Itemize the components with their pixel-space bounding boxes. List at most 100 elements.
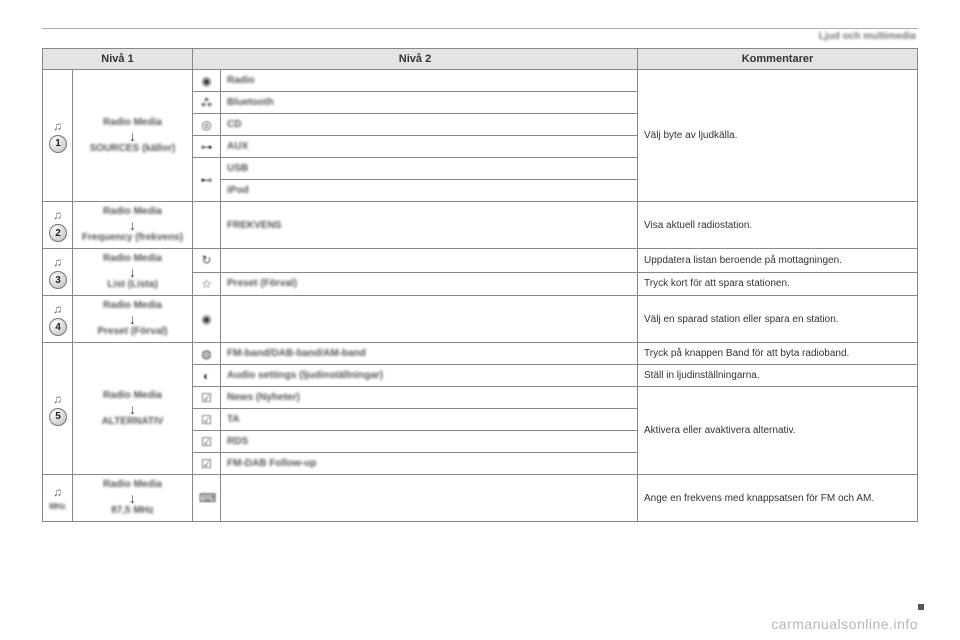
comment-cell: Ställ in ljudinställningarna.: [638, 365, 918, 387]
music-note-icon: ♫: [49, 208, 66, 222]
level2-label: Radio: [221, 70, 638, 92]
header-comments: Kommentarer: [638, 49, 918, 70]
level1-title: Radio Media: [103, 206, 162, 217]
disc-icon: ◎: [201, 118, 211, 132]
mhz-icon: MHz: [49, 502, 65, 511]
step-badge: 3: [49, 271, 67, 289]
step-badge: 2: [49, 224, 67, 242]
arrow-down-icon: ↓: [79, 313, 186, 325]
page-end-marker: [918, 604, 924, 610]
table-row: ♫ 1 Radio Media ↓ SOURCES (källor) ◉ Rad…: [43, 70, 918, 92]
comment-cell: Uppdatera listan beroende på mottagninge…: [638, 249, 918, 273]
refresh-icon: ↻: [201, 253, 211, 267]
settings-icon: ◐: [203, 369, 210, 383]
table-header-row: Nivå 1 Nivå 2 Kommentarer: [43, 49, 918, 70]
step-cell: ♫ MHz: [43, 475, 73, 522]
comment-cell: Välj en sparad station eller spara en st…: [638, 296, 918, 343]
comment-cell: Tryck på knappen Band för att byta radio…: [638, 343, 918, 365]
level1-subtitle: List (Lista): [107, 279, 158, 290]
table-row: ♫ 2 Radio Media ↓ Frequency (frekvens) F…: [43, 202, 918, 249]
level2-label: Audio settings (ljudinställningar): [227, 370, 383, 381]
level1-subtitle: ALTERNATIV: [102, 416, 164, 427]
step-badge: 1: [49, 135, 67, 153]
level1-cell: Radio Media ↓ ALTERNATIV: [73, 343, 193, 475]
checkbox-icon: ☑: [201, 391, 212, 405]
menu-table: Nivå 1 Nivå 2 Kommentarer ♫ 1 Radio Medi…: [42, 48, 918, 522]
step-cell: ♫ 1: [43, 70, 73, 202]
level1-subtitle: 87,5 MHz: [111, 505, 154, 516]
table-row: ♫ 5 Radio Media ↓ ALTERNATIV ◍ FM-band/D…: [43, 343, 918, 365]
arrow-down-icon: ↓: [79, 492, 186, 504]
level2-label: USB: [227, 163, 248, 174]
arrow-down-icon: ↓: [79, 219, 186, 231]
checkbox-icon: ☑: [201, 413, 212, 427]
level1-subtitle: Frequency (frekvens): [82, 232, 183, 243]
bluetooth-icon: ⁂: [201, 96, 213, 110]
arrow-down-icon: ↓: [79, 130, 186, 142]
step-cell: ♫ 3: [43, 249, 73, 296]
preset-icon: ◉: [201, 312, 211, 326]
level2-label: [221, 296, 638, 343]
level1-subtitle: SOURCES (källor): [90, 143, 176, 154]
arrow-down-icon: ↓: [79, 266, 186, 278]
level2-label: News (Nyheter): [227, 392, 300, 403]
table-row: ♫ 4 Radio Media ↓ Preset (Förval) ◉ Välj…: [43, 296, 918, 343]
section-heading: Ljud och multimedia: [42, 31, 918, 48]
checkbox-icon: ☑: [201, 435, 212, 449]
keypad-icon: ⌨: [199, 491, 216, 505]
icon-cell: ◉: [193, 70, 221, 92]
level2-label: FM-DAB Follow-up: [227, 458, 316, 469]
music-note-icon: ♫: [49, 302, 66, 316]
comment-cell: Ange en frekvens med knappsatsen för FM …: [638, 475, 918, 522]
comment-cell: Aktivera eller avaktivera alternativ.: [638, 387, 918, 475]
step-badge: 5: [49, 408, 67, 426]
radio-icon: ◉: [201, 74, 211, 88]
icon-cell: [193, 202, 221, 249]
manual-page: Ljud och multimedia Nivå 1 Nivå 2 Kommen…: [0, 0, 960, 640]
divider: [42, 28, 918, 29]
level1-title: Radio Media: [103, 300, 162, 311]
level2-label: FM-band/DAB-band/AM-band: [227, 348, 366, 359]
band-icon: ◍: [201, 347, 211, 361]
level1-title: Radio Media: [103, 479, 162, 490]
level2-label: RDS: [227, 436, 248, 447]
header-level2: Nivå 2: [193, 49, 638, 70]
level2-label: [221, 249, 638, 273]
comment-cell: Välj byte av ljudkälla.: [638, 70, 918, 202]
checkbox-icon: ☑: [201, 457, 212, 471]
step-cell: ♫ 5: [43, 343, 73, 475]
level2-label: AUX: [227, 141, 248, 152]
level2-label: FREKVENS: [221, 202, 638, 249]
music-note-icon: ♫: [49, 392, 66, 406]
step-cell: ♫ 2: [43, 202, 73, 249]
level2-label: TA: [227, 414, 240, 425]
step-cell: ♫ 4: [43, 296, 73, 343]
level1-cell: Radio Media ↓ SOURCES (källor): [73, 70, 193, 202]
level1-subtitle: Preset (Förval): [97, 326, 167, 337]
watermark: carmanualsonline.info: [771, 616, 918, 632]
level2-label: iPod: [227, 185, 249, 196]
level1-title: Radio Media: [103, 253, 162, 264]
table-row: ♫ MHz Radio Media ↓ 87,5 MHz ⌨ Ange en f…: [43, 475, 918, 522]
usb-icon: ⊷: [201, 173, 213, 187]
level2-label: Bluetooth: [227, 97, 274, 108]
step-badge: 4: [49, 318, 67, 336]
star-icon: ☆: [201, 277, 212, 291]
level2-label: CD: [227, 119, 241, 130]
comment-cell: Visa aktuell radiostation.: [638, 202, 918, 249]
aux-icon: ⊶: [201, 140, 213, 154]
level1-cell: Radio Media ↓ List (Lista): [73, 249, 193, 296]
music-note-icon: ♫: [49, 255, 66, 269]
table-row: ♫ 3 Radio Media ↓ List (Lista) ↻ Uppdate…: [43, 249, 918, 273]
level1-cell: Radio Media ↓ Preset (Förval): [73, 296, 193, 343]
level1-title: Radio Media: [103, 117, 162, 128]
comment-cell: Tryck kort för att spara stationen.: [638, 272, 918, 296]
level2-label: Preset (Förval): [227, 278, 297, 289]
level1-cell: Radio Media ↓ 87,5 MHz: [73, 475, 193, 522]
level1-title: Radio Media: [103, 390, 162, 401]
level2-label: [221, 475, 638, 522]
arrow-down-icon: ↓: [79, 403, 186, 415]
music-note-icon: ♫: [49, 119, 66, 133]
music-note-icon: ♫: [49, 485, 66, 499]
level1-cell: Radio Media ↓ Frequency (frekvens): [73, 202, 193, 249]
